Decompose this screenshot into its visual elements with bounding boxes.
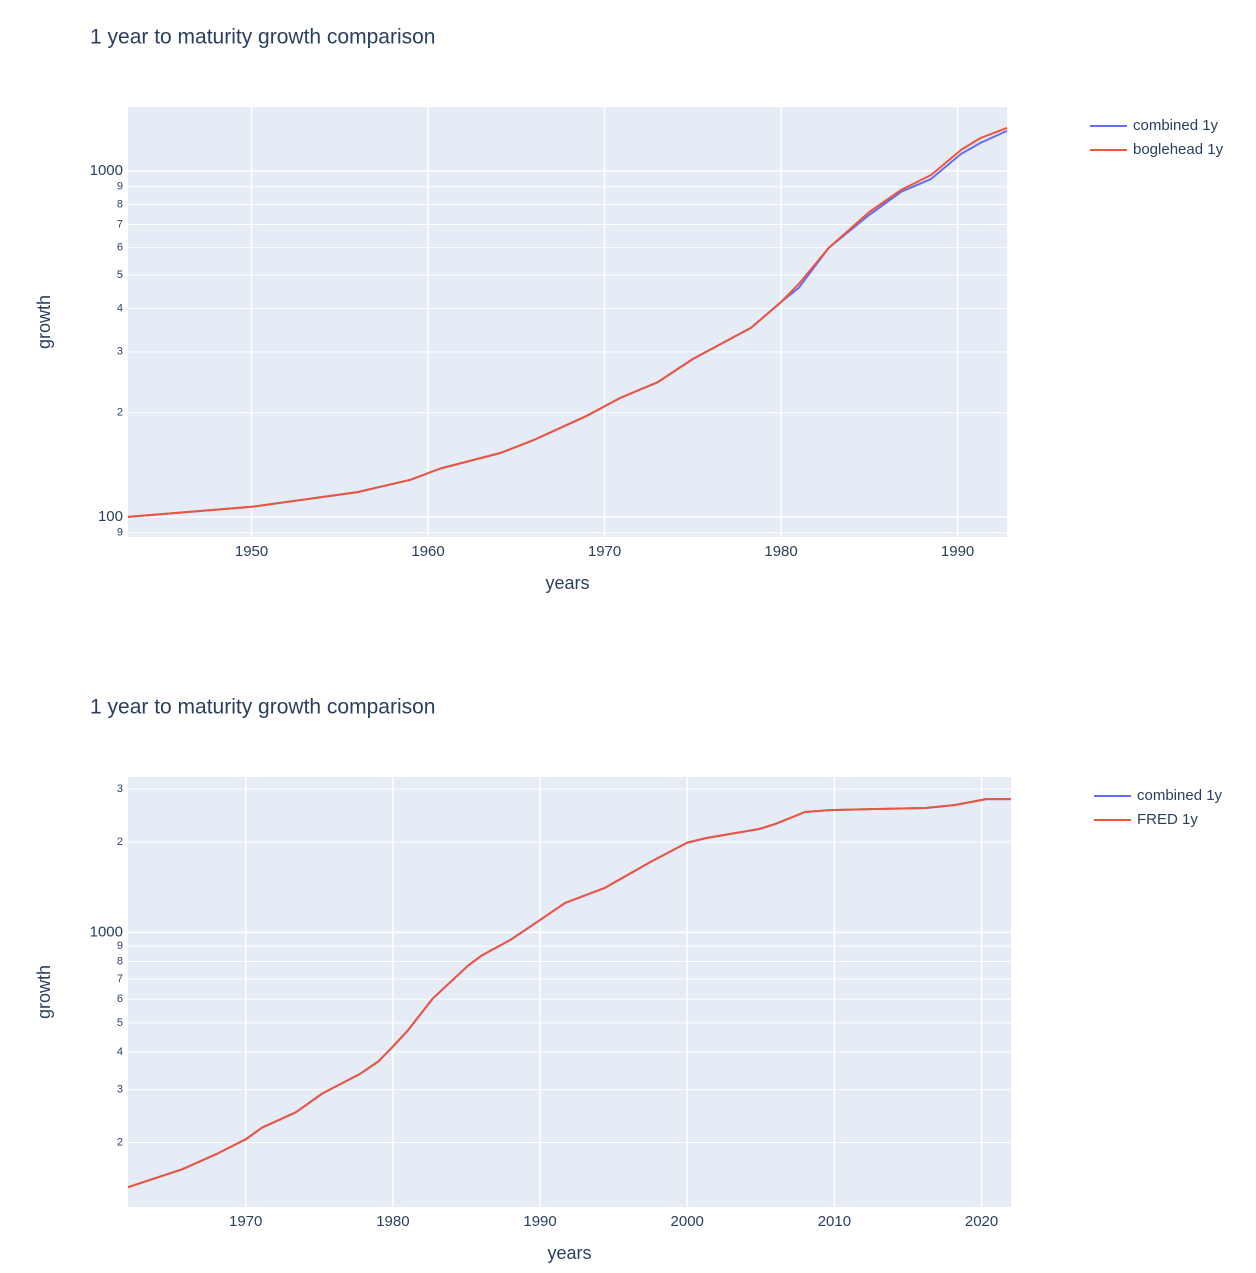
y-tick-label: 9 (117, 527, 123, 539)
y-tick-label: 2 (117, 836, 123, 848)
legend-label: combined 1y (1133, 117, 1219, 134)
x-tick-label: 1990 (523, 1213, 556, 1230)
x-axis-label: years (545, 573, 589, 593)
plot-area (128, 107, 1007, 537)
y-tick-label: 5 (117, 269, 123, 281)
x-tick-label: 1990 (941, 543, 974, 560)
y-tick-label: 6 (117, 993, 123, 1005)
line (127, 126, 1008, 518)
x-axis-label: years (547, 1243, 591, 1263)
y-tick-label: 4 (117, 1046, 123, 1058)
y-axis-label: growth (34, 295, 54, 349)
x-tick-label: 1950 (235, 543, 268, 560)
x-tick-label: 2020 (965, 1213, 998, 1230)
x-tick-label: 1970 (588, 543, 621, 560)
y-tick-label: 1000 (90, 923, 123, 940)
y-tick-label: 2 (117, 1136, 123, 1148)
plot-area (128, 777, 1011, 1207)
legend-label: combined 1y (1137, 787, 1223, 804)
chart-title: 1 year to maturity growth comparison (90, 26, 435, 49)
y-tick-label: 8 (117, 198, 123, 210)
y-tick-label: 9 (117, 940, 123, 952)
y-axis-label: growth (34, 965, 54, 1019)
chart-title: 1 year to maturity growth comparison (90, 696, 435, 719)
y-tick-label: 100 (98, 508, 123, 525)
legend-label: boglehead 1y (1133, 141, 1224, 158)
y-tick-label: 7 (117, 218, 123, 230)
y-tick-label: 9 (117, 181, 123, 193)
chart: 1 year to maturity growth comparison 1950… (34, 26, 1224, 593)
y-tick-label: 7 (117, 973, 123, 985)
y-tick-label: 6 (117, 242, 123, 254)
x-tick-label: 1970 (229, 1213, 262, 1230)
y-tick-label: 2 (117, 407, 123, 419)
y-tick-label: 8 (117, 955, 123, 967)
legend-label: FRED 1y (1137, 811, 1198, 828)
line (127, 798, 1011, 1189)
y-tick-label: 3 (117, 1083, 123, 1095)
y-tick-label: 4 (117, 303, 123, 315)
x-tick-label: 1980 (376, 1213, 409, 1230)
x-tick-label: 1960 (411, 543, 444, 560)
y-tick-label: 5 (117, 1017, 123, 1029)
y-tick-label: 3 (117, 783, 123, 795)
chart: 1 year to maturity growth comparison 1970… (34, 696, 1223, 1263)
y-tick-label: 1000 (90, 162, 123, 179)
y-tick-label: 3 (117, 346, 123, 358)
x-tick-label: 2010 (818, 1213, 851, 1230)
x-tick-label: 2000 (671, 1213, 704, 1230)
x-tick-label: 1980 (764, 543, 797, 560)
